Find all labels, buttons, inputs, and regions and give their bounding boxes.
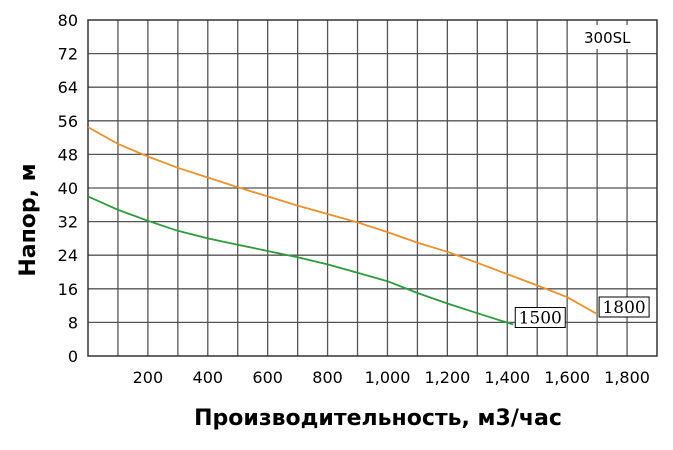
y-tick-label: 16 <box>58 280 78 299</box>
plot-frame <box>87 19 658 357</box>
y-tick-label: 48 <box>58 145 78 164</box>
y-tick-label: 64 <box>58 78 78 97</box>
x-tick-label: 200 <box>133 368 164 387</box>
series-layer <box>87 126 598 326</box>
x-tick-label: 1,000 <box>365 368 411 387</box>
model-label: 300SL <box>584 29 631 47</box>
x-tick-label: 1,800 <box>604 368 650 387</box>
y-tick-label: 72 <box>58 45 78 64</box>
series-label-1800: 1800 <box>602 298 645 318</box>
x-tick-label: 800 <box>312 368 343 387</box>
y-tick-label: 0 <box>68 347 78 366</box>
series-label-box-1500 <box>514 307 566 328</box>
y-tick-labels: 0 8 16 24 32 40 48 56 64 72 80 <box>58 11 78 366</box>
model-label-box <box>581 25 641 49</box>
series-line-1800 <box>87 126 598 315</box>
y-tick-label: 32 <box>58 213 78 232</box>
series-label-box-1800 <box>598 296 650 318</box>
y-tick-label: 24 <box>58 246 78 265</box>
series-line-1500 <box>87 195 514 326</box>
y-axis-title: Напор, м <box>16 163 41 276</box>
x-tick-label: 600 <box>252 368 283 387</box>
y-tick-label: 40 <box>58 179 78 198</box>
y-tick-label: 56 <box>58 112 78 131</box>
x-tick-labels: 200 400 600 800 1,000 1,200 1,400 1,600 1,800 <box>133 368 650 387</box>
series-label-1500: 1500 <box>519 309 562 329</box>
x-tick-label: 400 <box>193 368 224 387</box>
series-labels: 1800 1500 <box>514 296 650 329</box>
x-tick-label: 1,200 <box>424 368 470 387</box>
x-tick-label: 1,400 <box>484 368 530 387</box>
y-tick-label: 80 <box>58 11 78 30</box>
y-tick-label: 8 <box>68 313 78 332</box>
x-axis-title: Производительность, м3/час <box>194 406 562 431</box>
x-tick-label: 1,600 <box>544 368 590 387</box>
